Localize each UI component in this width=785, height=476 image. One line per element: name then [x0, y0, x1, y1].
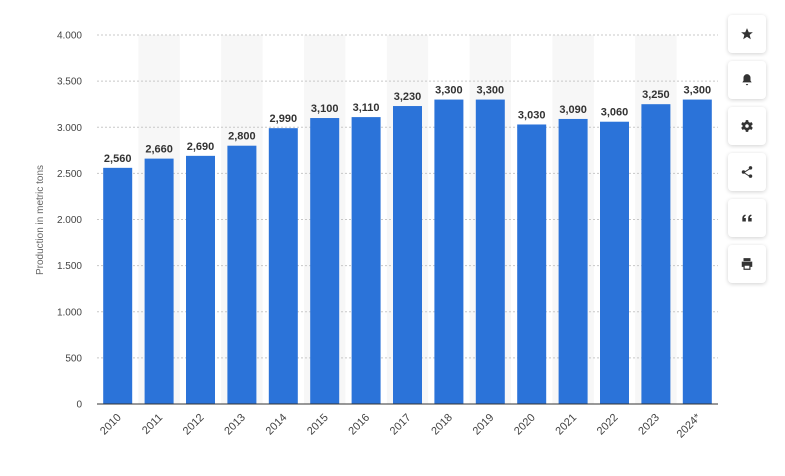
x-tick-label: 2023	[636, 412, 662, 438]
bar	[186, 155, 215, 404]
x-tick-label: 2019	[471, 412, 497, 438]
x-tick-label: 2024*	[675, 411, 704, 440]
bar	[517, 124, 547, 405]
x-tick-label: 2017	[388, 412, 414, 438]
bar	[144, 158, 174, 404]
y-tick-label: 2.000	[57, 215, 82, 226]
bar	[641, 104, 671, 404]
print-button[interactable]	[728, 245, 766, 283]
cite-button[interactable]	[728, 199, 766, 237]
x-tick-label: 2010	[98, 412, 124, 438]
y-tick-label: 1.000	[57, 307, 82, 318]
y-tick-label: 1.500	[57, 261, 82, 272]
data-label: 2,800	[228, 131, 256, 143]
data-label: 3,060	[601, 107, 629, 119]
data-label: 3,230	[394, 91, 422, 103]
bar	[351, 117, 381, 404]
data-label: 3,300	[684, 85, 712, 97]
x-tick-label: 2015	[305, 412, 331, 438]
quote-icon	[742, 214, 752, 222]
y-tick-label: 0	[76, 400, 82, 411]
bar	[600, 121, 629, 404]
bar	[682, 99, 712, 404]
data-label: 3,100	[311, 103, 339, 115]
bars	[103, 99, 712, 405]
x-tick-label: 2013	[222, 412, 248, 438]
bar	[434, 99, 464, 404]
y-tick-label: 4.000	[57, 31, 82, 42]
share-button[interactable]	[728, 153, 766, 191]
data-label: 2,990	[270, 113, 298, 125]
x-tick-label: 2016	[346, 412, 372, 438]
x-tick-label: 2014	[264, 412, 290, 438]
y-tick-label: 2.500	[57, 169, 82, 180]
data-label: 3,300	[477, 85, 505, 97]
data-label: 3,090	[559, 104, 587, 116]
y-axis-title: Production in metric tons	[35, 165, 46, 275]
bell-icon	[742, 74, 752, 86]
y-axis-ticks: 0 500 1.000 1.500 2.000 2.500 3.000 3.500 4.000	[57, 31, 82, 411]
x-tick-label: 2012	[181, 412, 207, 438]
x-tick-label: 2022	[595, 412, 621, 438]
x-axis-ticks: 2010 2011 2012 2013 2014 2015 2016 2017 2018 2019…	[98, 411, 704, 440]
bar	[310, 118, 340, 405]
settings-button[interactable]	[728, 107, 766, 145]
x-tick-label: 2021	[553, 412, 579, 438]
data-label: 3,300	[435, 85, 463, 97]
bar	[268, 128, 298, 405]
x-tick-label: 2011	[140, 412, 165, 437]
bar	[103, 167, 133, 404]
notification-button[interactable]	[728, 61, 766, 99]
bar	[227, 145, 257, 404]
x-tick-label: 2018	[429, 412, 455, 438]
data-label: 2,660	[145, 144, 173, 156]
data-label: 2,560	[104, 153, 132, 165]
y-tick-label: 3.000	[57, 123, 82, 134]
star-icon	[741, 28, 753, 40]
y-tick-label: 500	[65, 353, 82, 364]
print-icon	[741, 258, 753, 270]
bar	[558, 118, 588, 404]
data-labels: 2,560 2,660 2,690 2,800 2,990 3,100 3,110 3,230…	[104, 85, 711, 165]
data-label: 3,030	[518, 109, 546, 121]
y-tick-label: 3.500	[57, 77, 82, 88]
bar	[475, 99, 505, 404]
bar	[393, 106, 422, 404]
x-tick-label: 2020	[512, 412, 538, 438]
data-label: 3,110	[353, 102, 380, 114]
gear-icon	[741, 120, 753, 132]
share-icon	[741, 166, 753, 178]
favorite-button[interactable]	[728, 15, 766, 53]
data-label: 2,690	[187, 141, 215, 153]
toolbar	[728, 15, 766, 291]
data-label: 3,250	[642, 89, 670, 101]
